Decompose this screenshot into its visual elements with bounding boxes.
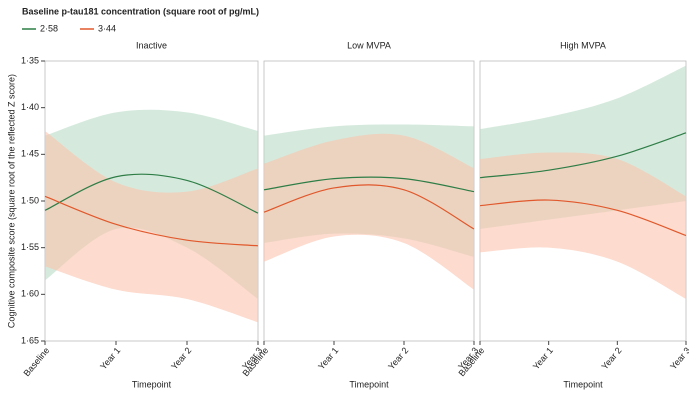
y-tick-label: 1·55: [21, 242, 39, 252]
x-axis-label: Timepoint: [563, 379, 603, 389]
series-line: [263, 184, 475, 230]
confidence-band: [264, 133, 474, 290]
y-tick-label: 1·45: [21, 149, 39, 159]
series-line: [479, 199, 687, 237]
legend-title: Baseline p-tau181 concentration (square …: [22, 6, 259, 16]
x-tick-label: Year 3: [668, 345, 689, 371]
panel-title: Low MVPA: [347, 40, 391, 50]
y-tick-label: 1·60: [21, 289, 39, 299]
x-tick-label: Year 2: [600, 345, 624, 371]
x-axis-label: Timepoint: [349, 379, 389, 389]
series-line: [263, 176, 475, 193]
y-tick-label: 1·35: [21, 55, 39, 65]
y-tick-label: 1·40: [21, 102, 39, 112]
y-tick-label: 1·65: [21, 335, 39, 345]
confidence-band: [480, 152, 686, 299]
x-tick-label: Year 1: [316, 345, 340, 371]
confidence-band: [45, 131, 258, 323]
panel-title: Inactive: [136, 40, 167, 50]
series-line: [44, 195, 259, 247]
x-axis-label: Timepoint: [132, 379, 172, 389]
x-tick-label: Year 2: [386, 345, 410, 371]
series-line: [479, 132, 687, 179]
x-tick-label: Year 1: [98, 345, 122, 371]
y-axis-label: Cognitive composite score (square root o…: [6, 74, 16, 328]
legend-label: 3·44: [98, 23, 116, 33]
legend-label: 2·58: [40, 23, 58, 33]
x-tick-label: Year 2: [169, 345, 193, 371]
panel-title: High MVPA: [560, 40, 606, 50]
series-line: [44, 173, 259, 214]
y-tick-label: 1·50: [21, 195, 39, 205]
x-tick-label: Year 1: [531, 345, 555, 371]
x-tick-label: Baseline: [21, 345, 51, 378]
